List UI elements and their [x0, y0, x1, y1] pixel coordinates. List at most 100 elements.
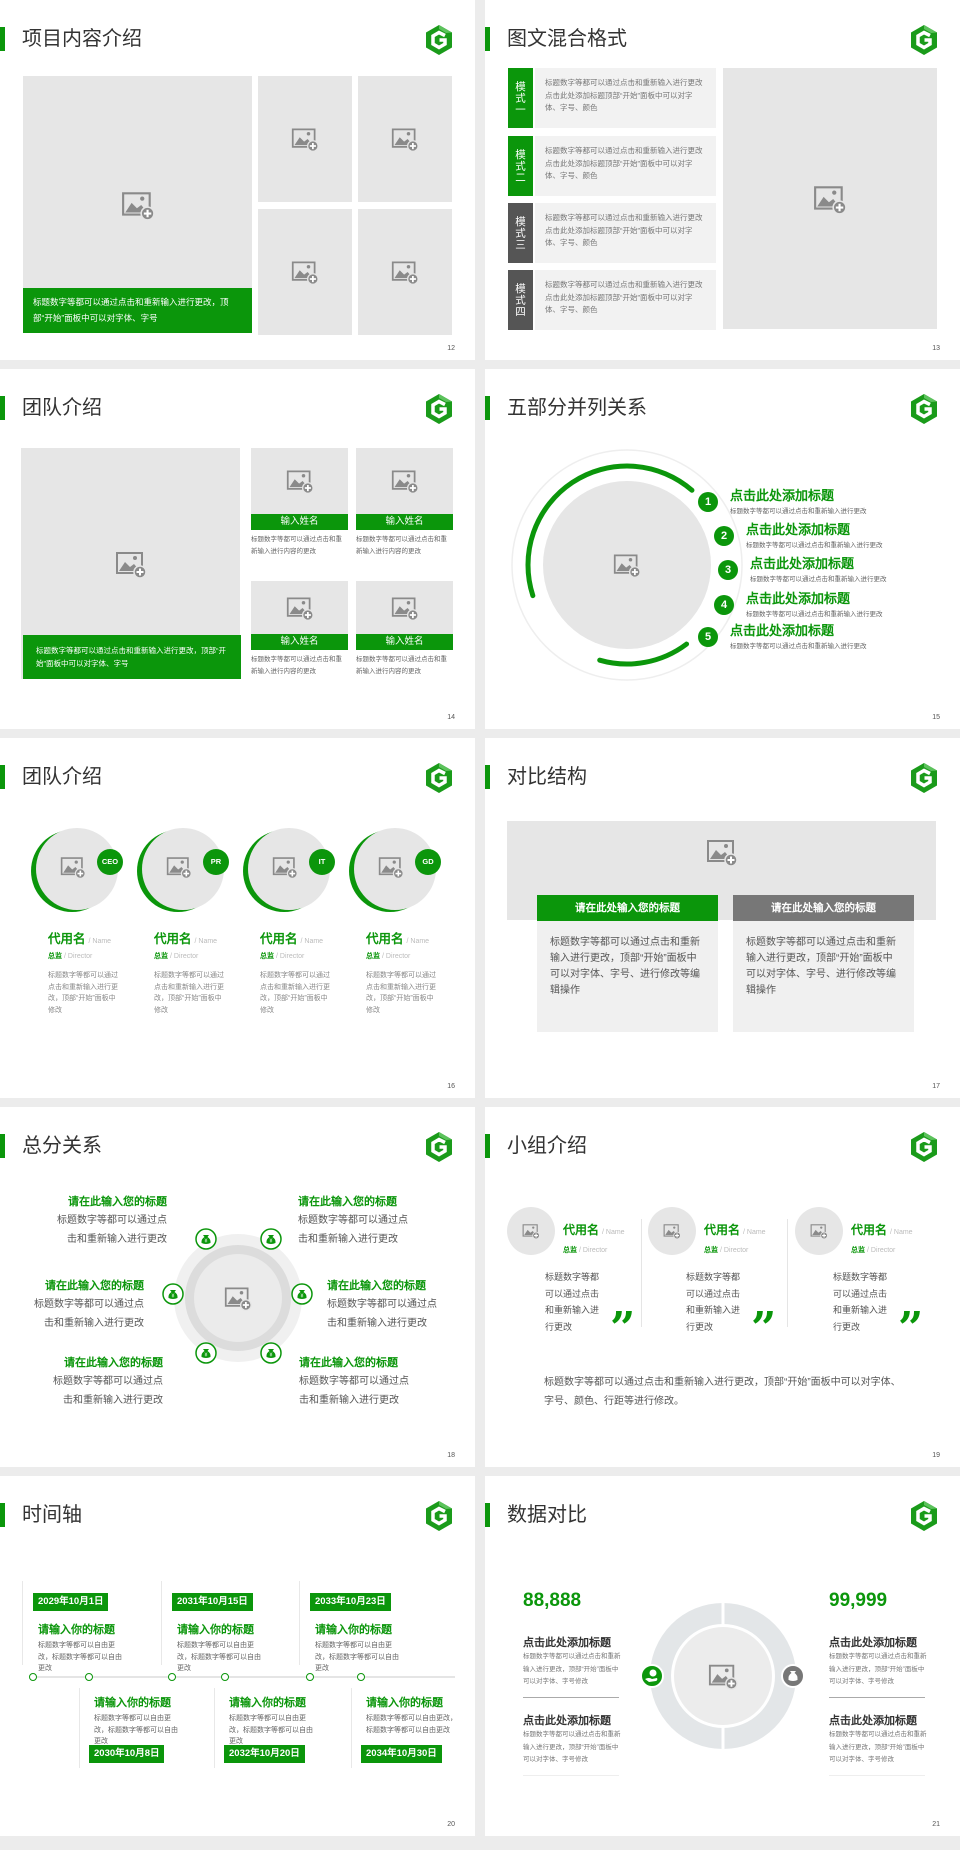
item-desc: 标题数字等都可以通过点击和重新输入进行更改	[750, 576, 887, 583]
block-title[interactable]: 点击此处添加标题	[523, 1637, 611, 1649]
card-body	[733, 921, 914, 1032]
event-title[interactable]: 请输入你的标题	[366, 1697, 443, 1709]
item-title[interactable]: 点击此处添加标题	[746, 591, 851, 606]
item-title[interactable]: 点击此处添加标题	[730, 623, 835, 638]
image-placeholder[interactable]	[258, 209, 352, 335]
image-placeholder[interactable]	[55, 849, 91, 885]
slide-title: 图文混合格式	[507, 28, 627, 50]
image-add-icon	[286, 467, 314, 495]
branch-desc-line: 标题数字等都可以通过点	[57, 1215, 167, 1226]
avatar[interactable]	[795, 1207, 843, 1255]
block-title[interactable]: 点击此处添加标题	[829, 1637, 917, 1649]
item-desc: 标题数字等都可以通过点击和重新输入进行更改	[746, 611, 883, 618]
event-title[interactable]: 请输入你的标题	[229, 1697, 306, 1709]
branch-title[interactable]: 请在此输入您的标题	[68, 1196, 167, 1208]
card-text: 标题数字等都可以通过点击和重新输入进行更改，顶部“开始”面板中可以对字体、字号、…	[746, 937, 896, 996]
image-placeholder[interactable]	[358, 209, 452, 335]
avatar[interactable]	[648, 1207, 696, 1255]
card-title[interactable]: 请在此处输入您的标题	[537, 895, 718, 921]
event-date: 2031年10月15日	[172, 1593, 253, 1611]
mode-row[interactable]: 模式二 标题数字等都可以通过点击和重新输入进行更改 点击此处添加标题顶部“开始”面…	[508, 136, 716, 196]
card-bracket	[161, 1581, 162, 1665]
brand-logo-icon	[424, 1500, 454, 1532]
brand-logo-icon	[909, 393, 939, 425]
branch-desc-line: 击和重新输入进行更改	[298, 1234, 398, 1245]
image-placeholder[interactable]	[161, 849, 197, 885]
slide-14: 团队介绍 14 标题数字等都可以通过点击和重新输入进行更改，顶部“开始”面板中可以对…	[0, 369, 475, 729]
brand-logo-icon	[909, 1131, 939, 1163]
avatar[interactable]	[507, 1207, 555, 1255]
page-number: 19	[932, 1452, 940, 1459]
card-title[interactable]: 请在此处输入您的标题	[733, 895, 914, 921]
image-placeholder[interactable]	[373, 849, 409, 885]
page-number: 13	[932, 345, 940, 352]
decor-graphic	[511, 449, 743, 681]
member-name-en: / Name	[743, 1229, 766, 1236]
page-number: 16	[447, 1083, 455, 1090]
money-bag-icon: ¥	[291, 1283, 313, 1305]
image-placeholder[interactable]	[216, 1276, 260, 1320]
image-caption: 标题数字等都可以通过点击和重新输入进行更改，顶部“开始”面板中可以对字体、字号	[23, 288, 252, 333]
member-name-en: / Name	[300, 938, 324, 945]
image-placeholder[interactable]	[251, 448, 348, 514]
branch-desc-line: 标题数字等都可以通过点	[298, 1215, 408, 1226]
member-desc: 标题数字等都可以通过点击和重新输入进行更改，顶部“开始”面板中修改	[48, 972, 118, 1014]
slide-18: 总分关系 18 ¥ ¥ ¥ ¥ ¥ ¥ 请在此输入您的标题 标题数字等都可以通过点 击和重新输入进行…	[0, 1107, 475, 1467]
mode-row[interactable]: 模式四 标题数字等都可以通过点击和重新输入进行更改 点击此处添加标题顶部“开始”面…	[508, 270, 716, 330]
member-desc: 标题数字等都可以通过点击和重新输入进行更改，顶部“开始”面板中修改	[154, 972, 224, 1014]
branch-title[interactable]: 请在此输入您的标题	[327, 1280, 426, 1292]
role-badge: IT	[309, 849, 335, 875]
title-accent-bar	[485, 1134, 490, 1158]
mode-text: 标题数字等都可以通过点击和重新输入进行更改 点击此处添加标题顶部“开始”面板中可…	[535, 270, 716, 330]
item-title[interactable]: 点击此处添加标题	[730, 488, 835, 503]
card-bracket	[214, 1688, 215, 1768]
item-title[interactable]: 点击此处添加标题	[750, 556, 855, 571]
block-title[interactable]: 点击此处添加标题	[829, 1715, 917, 1727]
member-role-row: 总监 / Director	[366, 945, 410, 963]
block-divider	[829, 1697, 925, 1698]
slide-title: 小组介绍	[507, 1135, 587, 1157]
image-placeholder[interactable]	[358, 76, 452, 202]
timeline-axis	[33, 1676, 455, 1678]
image-placeholder[interactable]	[251, 581, 348, 634]
page-number: 18	[447, 1452, 455, 1459]
image-placeholder[interactable]	[356, 581, 453, 634]
member-desc: 标题数字等都可以通过点击和重新输入进行更改	[686, 1272, 741, 1332]
member-name-en: / Name	[602, 1229, 625, 1236]
block-title[interactable]: 点击此处添加标题	[523, 1715, 611, 1727]
image-placeholder[interactable]	[587, 525, 667, 605]
image-placeholder[interactable]	[723, 68, 937, 329]
branch-title[interactable]: 请在此输入您的标题	[64, 1357, 163, 1369]
svg-text:¥: ¥	[171, 1294, 174, 1300]
mode-row[interactable]: 模式一 标题数字等都可以通过点击和重新输入进行更改 点击此处添加标题顶部“开始”面…	[508, 68, 716, 128]
event-title[interactable]: 请输入你的标题	[38, 1624, 115, 1636]
image-placeholder[interactable]	[267, 849, 303, 885]
svg-text:¥: ¥	[269, 1239, 272, 1245]
image-placeholder[interactable]	[701, 1654, 745, 1698]
brand-logo-icon	[424, 24, 454, 56]
event-date: 2034年10月30日	[361, 1745, 442, 1763]
branch-title[interactable]: 请在此输入您的标题	[298, 1196, 397, 1208]
role-badge: PR	[203, 849, 229, 875]
item-title[interactable]: 点击此处添加标题	[746, 522, 851, 537]
image-placeholder[interactable]	[356, 448, 453, 514]
member-name-row: 代用名 / Name	[563, 1221, 625, 1239]
branch-title[interactable]: 请在此输入您的标题	[45, 1280, 144, 1292]
page-number: 20	[447, 1821, 455, 1828]
event-title[interactable]: 请输入你的标题	[315, 1624, 392, 1636]
decor-graphic	[31, 828, 436, 912]
mode-label: 模式二	[508, 136, 533, 196]
image-add-icon	[286, 594, 314, 622]
branch-desc-line: 击和重新输入进行更改	[299, 1395, 399, 1406]
role-badge: CEO	[97, 849, 123, 875]
branch-desc-line: 击和重新输入进行更改	[44, 1318, 144, 1329]
branch-title[interactable]: 请在此输入您的标题	[299, 1357, 398, 1369]
event-title[interactable]: 请输入你的标题	[94, 1697, 171, 1709]
event-title[interactable]: 请输入你的标题	[177, 1624, 254, 1636]
mode-row[interactable]: 模式三 标题数字等都可以通过点击和重新输入进行更改 点击此处添加标题顶部“开始”面…	[508, 203, 716, 263]
member-desc: 标题数字等都可以通过点击和重新输入进行内容的更改	[251, 656, 342, 675]
member-name-en: / Name	[194, 938, 218, 945]
member-desc: 标题数字等都可以通过点击和重新输入进行内容的更改	[356, 656, 447, 675]
image-placeholder[interactable]	[258, 76, 352, 202]
money-bag-icon: ¥	[162, 1283, 184, 1305]
